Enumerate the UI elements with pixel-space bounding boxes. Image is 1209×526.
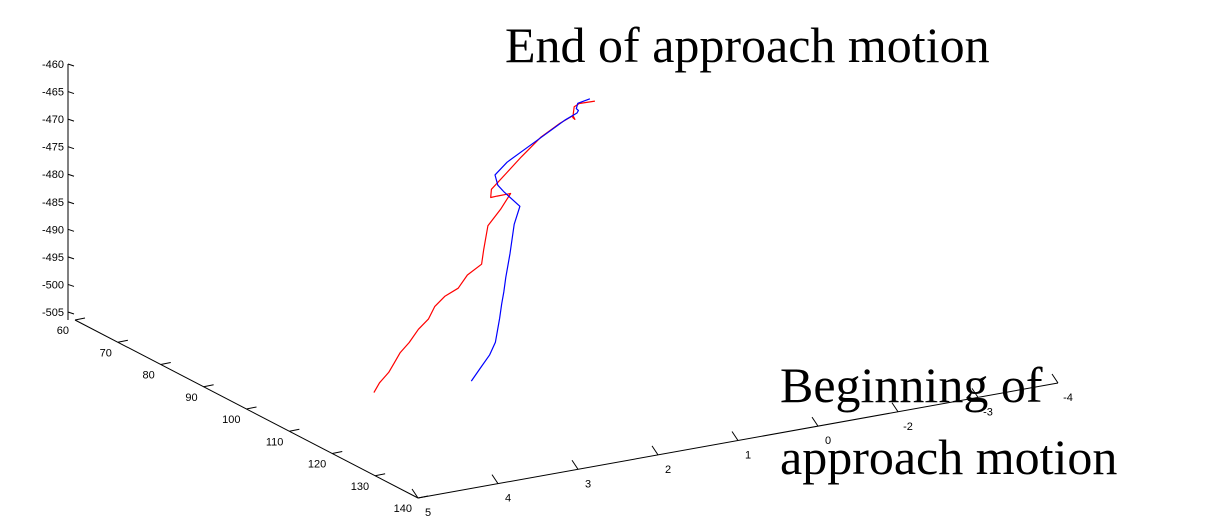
y-tick-label: 130 — [351, 481, 369, 493]
x-tick-mark — [491, 474, 499, 484]
x-tick-mark — [411, 488, 419, 499]
y-tick-mark — [117, 339, 128, 343]
z-tick-mark — [67, 146, 75, 150]
z-tick-mark — [67, 118, 75, 122]
z-tick-label: -490 — [42, 224, 64, 236]
y-tick-mark — [332, 451, 343, 454]
x-tick-mark — [571, 459, 579, 470]
y-tick-label: 100 — [222, 414, 240, 426]
z-tick-mark — [67, 63, 75, 67]
x-tick-label: -4 — [1063, 392, 1073, 404]
x-tick-label: 1 — [745, 450, 751, 462]
z-tick-label: -505 — [42, 307, 64, 319]
axes-group: -460-465-470-475-480-485-490-495-500-505… — [42, 59, 1073, 519]
z-tick-label: -465 — [42, 87, 64, 99]
y-tick-label: 110 — [266, 436, 284, 448]
y-tick-label: 70 — [100, 347, 112, 359]
z-tick-mark — [67, 201, 75, 205]
traces-group — [373, 98, 595, 393]
y-tick-mark — [289, 428, 300, 432]
y-tick-label: 90 — [185, 392, 197, 404]
x-tick-label: -2 — [903, 421, 913, 433]
x-tick-mark — [731, 431, 739, 441]
x-tick-label: -3 — [983, 406, 993, 418]
x-tick-mark — [811, 416, 819, 427]
y-tick-mark — [417, 495, 429, 499]
z-tick-mark — [67, 91, 75, 95]
z-tick-mark — [67, 256, 75, 260]
x-tick-label: 2 — [665, 464, 671, 476]
y-tick-label: 140 — [394, 503, 412, 515]
annotation-beginning-line-1: Beginning of — [780, 357, 1043, 413]
x-tick-label: 5 — [425, 507, 431, 519]
z-tick-label: -500 — [42, 279, 64, 291]
z-tick-label: -480 — [42, 169, 64, 181]
y-tick-mark — [375, 473, 386, 477]
x-tick-label: 0 — [825, 435, 831, 447]
y-tick-mark — [74, 317, 86, 321]
y-tick-mark — [160, 362, 171, 365]
x-tick-label: 4 — [505, 493, 511, 505]
trace-line-2 — [470, 98, 591, 382]
y-tick-label: 120 — [308, 459, 326, 471]
annotation-beginning-line-2: approach motion — [780, 429, 1117, 485]
annotations-group: End of approach motion Beginning of approa… — [505, 17, 1117, 485]
z-tick-mark — [67, 228, 75, 232]
x-tick-mark — [891, 402, 899, 413]
z-tick-mark — [67, 173, 75, 177]
y-tick-mark — [246, 406, 257, 410]
z-tick-mark — [67, 283, 75, 287]
z-tick-label: -485 — [42, 197, 64, 209]
annotation-end-of-approach: End of approach motion — [505, 17, 990, 73]
z-tick-mark — [67, 311, 75, 315]
x-tick-mark — [651, 445, 659, 456]
y-tick-label: 60 — [57, 325, 69, 337]
x-tick-label: 3 — [585, 478, 591, 490]
z-tick-label: -475 — [42, 142, 64, 154]
z-tick-label: -460 — [42, 59, 64, 71]
trace-line-1 — [373, 100, 595, 393]
x-tick-mark — [1051, 373, 1059, 384]
y-tick-label: 80 — [143, 370, 155, 382]
z-tick-label: -470 — [42, 114, 64, 126]
y-tick-mark — [203, 384, 214, 388]
z-tick-label: -495 — [42, 252, 64, 264]
x-tick-mark — [971, 388, 979, 398]
